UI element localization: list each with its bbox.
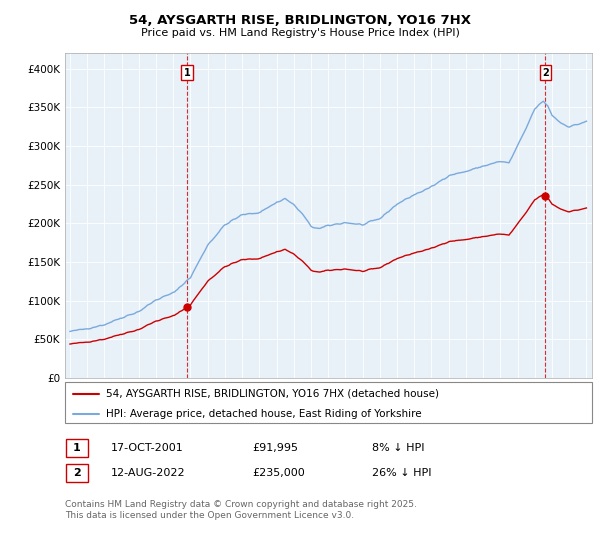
Text: £235,000: £235,000 <box>252 468 305 478</box>
Text: 12-AUG-2022: 12-AUG-2022 <box>111 468 185 478</box>
Text: 17-OCT-2001: 17-OCT-2001 <box>111 443 184 453</box>
FancyBboxPatch shape <box>66 439 88 457</box>
Text: 1: 1 <box>184 68 190 77</box>
Text: 54, AYSGARTH RISE, BRIDLINGTON, YO16 7HX: 54, AYSGARTH RISE, BRIDLINGTON, YO16 7HX <box>129 14 471 27</box>
Text: 2: 2 <box>542 68 549 77</box>
Text: 2: 2 <box>73 468 80 478</box>
Text: Contains HM Land Registry data © Crown copyright and database right 2025.
This d: Contains HM Land Registry data © Crown c… <box>65 500 416 520</box>
Text: £91,995: £91,995 <box>252 443 298 453</box>
Text: 26% ↓ HPI: 26% ↓ HPI <box>372 468 431 478</box>
Text: Price paid vs. HM Land Registry's House Price Index (HPI): Price paid vs. HM Land Registry's House … <box>140 28 460 38</box>
Text: 1: 1 <box>73 443 80 453</box>
Text: HPI: Average price, detached house, East Riding of Yorkshire: HPI: Average price, detached house, East… <box>106 409 422 419</box>
Text: 8% ↓ HPI: 8% ↓ HPI <box>372 443 425 453</box>
FancyBboxPatch shape <box>65 382 592 423</box>
Text: 54, AYSGARTH RISE, BRIDLINGTON, YO16 7HX (detached house): 54, AYSGARTH RISE, BRIDLINGTON, YO16 7HX… <box>106 389 439 399</box>
FancyBboxPatch shape <box>66 464 88 482</box>
